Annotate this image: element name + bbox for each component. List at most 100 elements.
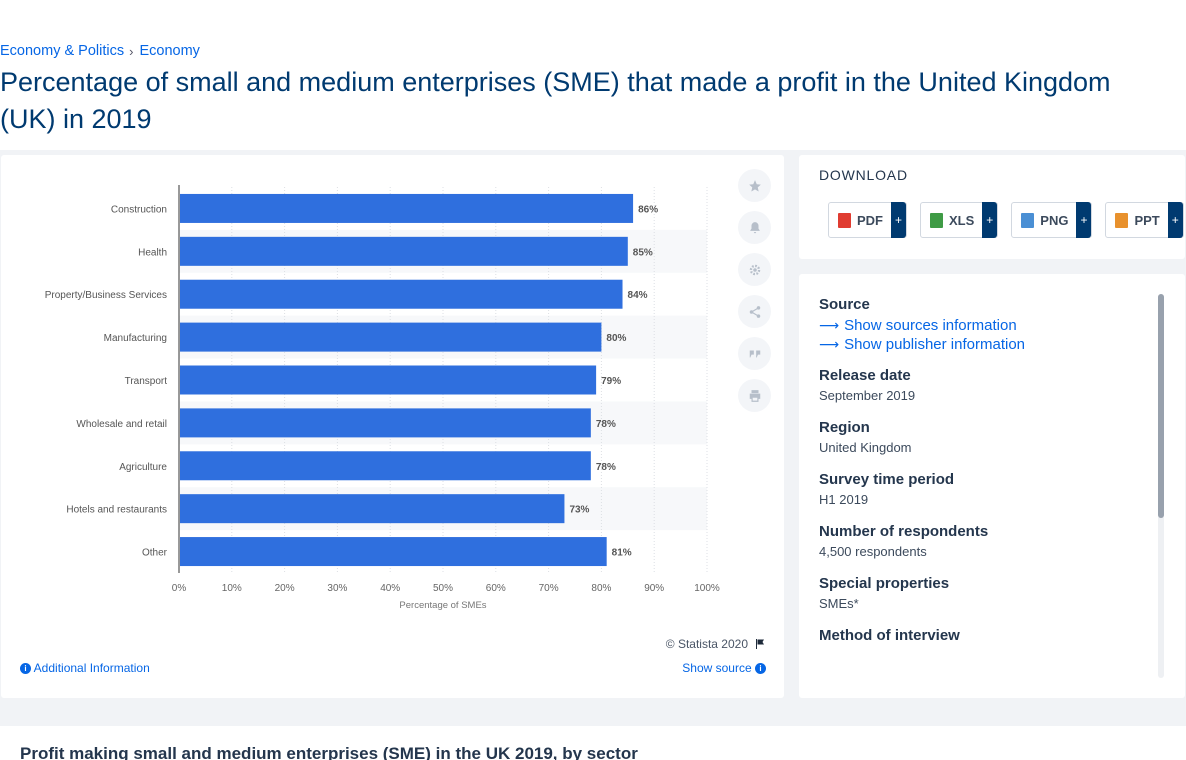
download-png-label: PNG: [1040, 212, 1069, 228]
release-date-label: Release date: [819, 367, 911, 384]
survey-period-label: Survey time period: [819, 471, 955, 488]
statistic-details: Source ⟶ Show sources information ⟶ Show…: [819, 296, 1149, 676]
data-label: 78%: [596, 462, 616, 473]
download-xls-button[interactable]: XLS +: [920, 202, 999, 238]
release-date-value: September 2019: [819, 388, 916, 403]
method-of-interview-label: Method of interview: [819, 627, 960, 644]
data-label: 80%: [606, 333, 626, 344]
bar: [180, 193, 634, 223]
star-icon[interactable]: [738, 169, 771, 202]
breadcrumb-separator: ›: [129, 43, 134, 59]
info-icon: i: [20, 663, 31, 675]
data-label: 73%: [569, 505, 589, 516]
download-xls-label: XLS: [949, 212, 975, 228]
bar: [180, 365, 597, 395]
x-tick-label: 40%: [380, 583, 400, 594]
x-tick-label: 70%: [539, 583, 559, 594]
category-label: Agriculture: [119, 462, 167, 473]
special-properties-value: SMEs*: [819, 596, 859, 611]
x-tick-label: 10%: [222, 583, 242, 594]
download-pdf-button[interactable]: PDF +: [828, 202, 907, 238]
description-heading: Profit making small and medium enterpris…: [20, 744, 638, 760]
x-tick-label: 60%: [486, 583, 506, 594]
bar: [180, 494, 565, 524]
x-tick-label: 80%: [591, 583, 611, 594]
page-title: Percentage of small and medium enterpris…: [0, 67, 1111, 134]
bar: [180, 236, 628, 266]
details-scrollbar[interactable]: [1158, 294, 1164, 678]
ppt-file-icon: [1115, 212, 1129, 228]
print-icon[interactable]: [738, 379, 771, 412]
download-ppt-label: PPT: [1134, 212, 1160, 228]
breadcrumb: Economy & Politics › Economy: [0, 43, 200, 59]
region-value: United Kingdom: [819, 440, 912, 455]
special-properties-label: Special properties: [819, 575, 950, 592]
plus-icon: +: [1076, 202, 1092, 238]
flag-icon[interactable]: [754, 638, 766, 650]
bar: [180, 537, 607, 567]
download-pdf-label: PDF: [857, 212, 883, 228]
show-publisher-link[interactable]: ⟶ Show publisher information: [819, 336, 1149, 353]
copyright: © Statista 2020: [666, 637, 766, 651]
bell-icon[interactable]: [738, 211, 771, 244]
download-ppt-button[interactable]: PPT +: [1105, 202, 1184, 238]
x-tick-label: 50%: [433, 583, 453, 594]
additional-information-link[interactable]: i Additional Information: [20, 661, 150, 675]
category-label: Transport: [125, 376, 168, 387]
png-file-icon: [1021, 212, 1035, 228]
quote-icon[interactable]: [738, 337, 771, 370]
download-buttons: PDF + XLS + PNG + PPT +: [828, 202, 1184, 238]
arrow-right-icon: ⟶: [819, 336, 840, 352]
bar: [180, 279, 623, 309]
chart-card: 0% 10% 20% 30% 40% 50% 60% 70% 80% 90% 100% Constru…: [1, 155, 784, 698]
pdf-file-icon: [838, 212, 851, 228]
data-label: 84%: [628, 290, 648, 301]
page-header: [0, 0, 1186, 150]
x-tick-label: 30%: [327, 583, 347, 594]
data-label: 79%: [601, 376, 621, 387]
breadcrumb-economy-politics[interactable]: Economy & Politics: [0, 43, 125, 59]
x-tick-label: 100%: [694, 583, 720, 594]
category-label: Manufacturing: [104, 333, 167, 344]
description-section: [0, 726, 1186, 760]
bar: [180, 322, 602, 352]
show-source-label: Show source: [682, 661, 752, 675]
xls-file-icon: [930, 212, 943, 228]
survey-period-value: H1 2019: [819, 492, 869, 507]
data-label: 86%: [638, 204, 658, 215]
x-tick-label: 20%: [275, 583, 295, 594]
category-label: Property/Business Services: [45, 290, 167, 301]
info-icon: i: [755, 663, 766, 675]
show-sources-label: Show sources information: [844, 317, 1017, 334]
x-tick-label: 90%: [644, 583, 664, 594]
x-tick-label: 0%: [172, 583, 187, 594]
category-label: Health: [138, 247, 167, 258]
category-label: Other: [142, 548, 168, 559]
additional-information-label: Additional Information: [33, 661, 150, 675]
data-label: 78%: [596, 419, 616, 430]
respondents-label: Number of respondents: [819, 523, 989, 540]
data-label: 85%: [633, 247, 653, 258]
statistic-details-card: Source ⟶ Show sources information ⟶ Show…: [799, 274, 1185, 698]
download-card: DOWNLOAD PDF + XLS + PNG + PPT +: [799, 155, 1185, 259]
share-icon[interactable]: [738, 295, 771, 328]
show-publisher-label: Show publisher information: [844, 336, 1026, 353]
plus-icon: +: [891, 202, 906, 238]
show-source-link[interactable]: Show source i: [682, 661, 766, 675]
region-label: Region: [819, 419, 870, 436]
breadcrumb-economy[interactable]: Economy: [139, 43, 200, 59]
respondents-value: 4,500 respondents: [819, 544, 927, 559]
plus-icon: +: [1167, 202, 1183, 238]
show-sources-link[interactable]: ⟶ Show sources information: [819, 317, 1149, 334]
source-label: Source: [819, 296, 870, 313]
download-title: DOWNLOAD: [819, 167, 908, 183]
details-scroll-thumb[interactable]: [1158, 294, 1164, 518]
category-label: Wholesale and retail: [76, 419, 167, 430]
x-axis-label: Percentage of SMEs: [399, 600, 486, 611]
download-png-button[interactable]: PNG +: [1011, 202, 1093, 238]
gear-icon[interactable]: [738, 253, 771, 286]
bar: [180, 408, 591, 438]
bar-chart: 0% 10% 20% 30% 40% 50% 60% 70% 80% 90% 100% Constru…: [45, 185, 720, 611]
data-label: 81%: [612, 548, 632, 559]
plus-icon: +: [982, 202, 998, 238]
